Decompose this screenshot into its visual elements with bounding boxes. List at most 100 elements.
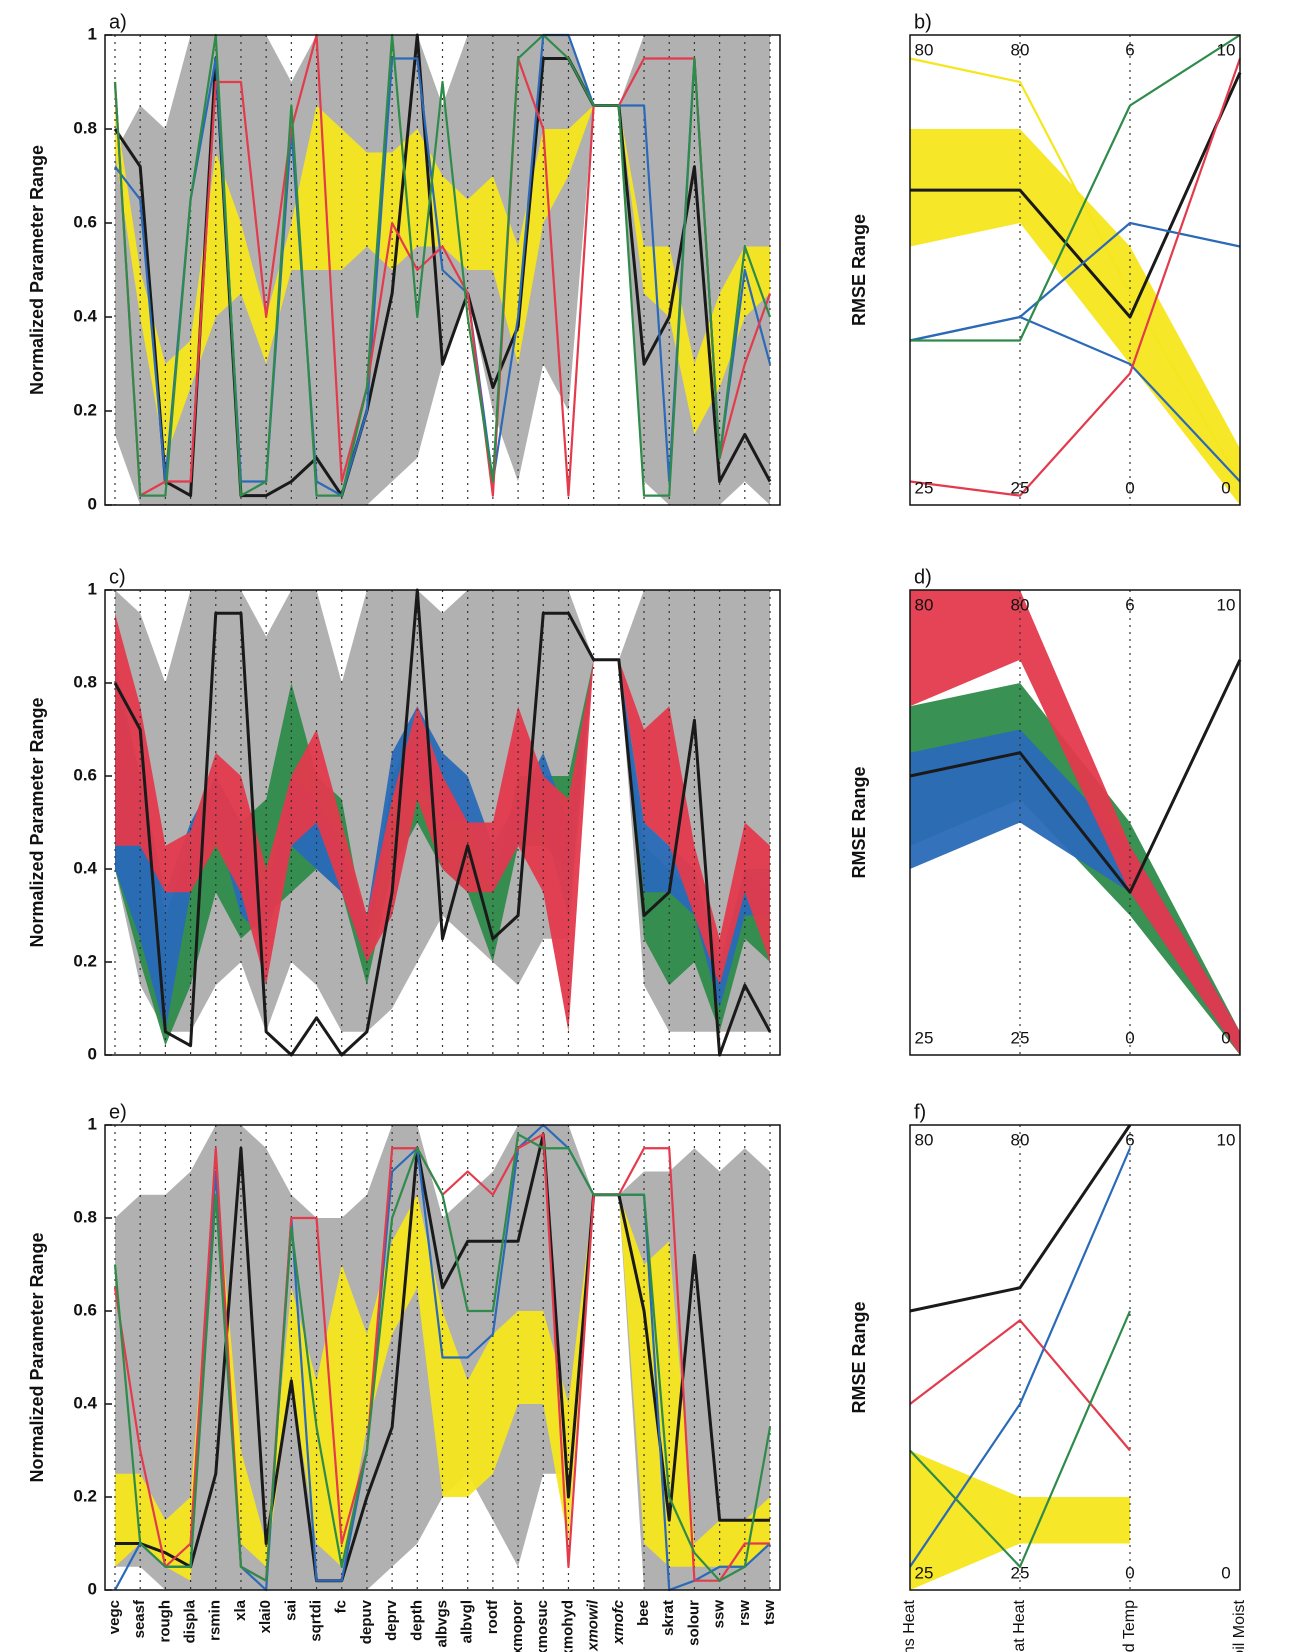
bottom-range-label: 25 [1011, 1563, 1030, 1582]
x-tick-label: rough [156, 1600, 173, 1643]
panel-c: c) 0 0.2 0.4 0.6 0.8 1 [73, 566, 781, 1063]
x-tick-label: xmosuc [534, 1600, 551, 1652]
y-tick-label: 0.8 [73, 672, 97, 691]
series-line-red [909, 58, 1242, 497]
series-line-green [910, 34, 1241, 342]
series-line-black [910, 71, 1242, 319]
series-line-red [113, 33, 772, 497]
x-tick-label: Sens Heat [901, 1599, 918, 1652]
plot-frame [104, 589, 781, 1056]
y-tick-label: 0 [88, 494, 97, 513]
top-range-label: 80 [1011, 40, 1030, 59]
x-tick-label: xmowil [585, 1599, 602, 1652]
panel-b: b) 80 80 6 10 25 25 0 0 [909, 11, 1242, 506]
top-range-label: 80 [915, 595, 934, 614]
x-tick-label: ssw [711, 1600, 728, 1629]
x-tick-label: rootf [484, 1599, 501, 1634]
x-tick-label: sqrtdi [308, 1600, 325, 1642]
panel-label: b) [914, 11, 932, 33]
x-tick-label: seasf [131, 1599, 148, 1638]
bottom-range-label: 25 [1011, 478, 1030, 497]
series-line-black [909, 1124, 1132, 1313]
x-tick-label: Grnd Temp [1121, 1600, 1138, 1652]
plot-frame [909, 589, 1241, 1056]
y-tick-label: 1 [88, 24, 97, 43]
x-tick-label: skrat [660, 1600, 677, 1636]
y-axis-label: RMSE Range [849, 214, 869, 326]
x-tick-label: depuv [358, 1599, 375, 1644]
x-tick-label: displa [182, 1599, 199, 1643]
plot-frame [909, 34, 1241, 506]
y-tick-label: 0.6 [73, 212, 97, 231]
panel-label: c) [109, 566, 126, 588]
bottom-range-label: 25 [915, 1028, 934, 1047]
panel-d: d) 80 80 6 10 25 25 0 0 [909, 566, 1242, 1056]
top-range-label: 80 [1011, 1130, 1030, 1149]
series-line-red [909, 1319, 1131, 1452]
panel-a: a) 0 0.2 0.4 0.6 0.8 1 [73, 11, 781, 513]
panel-label: a) [109, 11, 127, 33]
y-tick-label: 0.8 [73, 1207, 97, 1226]
x-tick-label: deprv [383, 1599, 400, 1641]
yellow-band [910, 129, 1240, 505]
y-axis-label: RMSE Range [849, 1301, 869, 1413]
x-tick-label: bee [635, 1600, 652, 1626]
panel-label: d) [914, 566, 932, 588]
x-tick-label: rsw [736, 1600, 753, 1626]
y-axis-label: Normalized Parameter Range [27, 145, 47, 395]
x-tick-label: tsw [761, 1600, 778, 1625]
bottom-range-label: 0 [1221, 1563, 1230, 1582]
y-tick-label: 0.2 [73, 1486, 97, 1505]
y-tick-label: 0.6 [73, 765, 97, 784]
bottom-range-label: 0 [1221, 1028, 1230, 1047]
bottom-range-label: 25 [915, 478, 934, 497]
y-axis-label: RMSE Range [849, 766, 869, 878]
top-range-label: 10 [1217, 1130, 1236, 1149]
top-range-label: 80 [915, 1130, 934, 1149]
series-line-blue [909, 315, 1241, 483]
panel-label: f) [914, 1101, 926, 1123]
y-tick-label: 1 [88, 1114, 97, 1133]
bottom-range-label: 0 [1125, 1563, 1134, 1582]
panel-e: e) 0 0.2 0.4 0.6 0.8 1 [73, 1101, 781, 1598]
series-line-black [909, 659, 1242, 894]
top-range-label: 6 [1125, 595, 1134, 614]
x-tick-label: vegc [106, 1600, 123, 1634]
top-range-label: 80 [915, 40, 934, 59]
panel-label: e) [109, 1101, 127, 1123]
y-tick-label: 0 [88, 1579, 97, 1598]
y-tick-label: 0 [88, 1044, 97, 1063]
x-tick-label: xlai0 [257, 1600, 274, 1633]
x-tick-label: solour [685, 1600, 702, 1646]
y-tick-label: 0.2 [73, 951, 97, 970]
y-axis-label: Normalized Parameter Range [27, 697, 47, 947]
y-tick-label: 0.8 [73, 118, 97, 137]
x-tick-label: Soil Moist [1231, 1599, 1248, 1652]
bottom-range-label: 0 [1125, 478, 1134, 497]
x-tick-label: Lat Heat [1011, 1599, 1028, 1652]
x-tick-label: rsmin [207, 1600, 224, 1641]
top-range-label: 10 [1217, 595, 1236, 614]
bottom-range-label: 0 [1125, 1028, 1134, 1047]
top-range-label: 10 [1217, 40, 1236, 59]
y-tick-label: 0.4 [73, 1393, 97, 1412]
series-line-green [909, 1310, 1132, 1568]
y-tick-label: 1 [88, 579, 97, 598]
x-tick-label: sai [282, 1600, 299, 1621]
y-tick-label: 0.4 [73, 858, 97, 877]
x-tick-label: depth [408, 1600, 425, 1641]
x-tick-label: xla [232, 1599, 249, 1621]
y-tick-label: 0.4 [73, 306, 97, 325]
x-tick-label: albvgs [433, 1600, 450, 1648]
plot-frame [104, 34, 781, 506]
y-tick-label: 0.2 [73, 400, 97, 419]
panel-f: f) 80 80 6 10 25 25 0 0 [909, 1101, 1241, 1591]
x-tick-label: albvgl [459, 1600, 476, 1643]
top-range-label: 6 [1125, 40, 1134, 59]
series-line-green [113, 1133, 772, 1582]
series-line-blue [909, 1147, 1132, 1568]
blue-band [910, 729, 1240, 1055]
top-range-label: 80 [1011, 595, 1030, 614]
top-range-label: 6 [1125, 1130, 1134, 1149]
bottom-range-label: 25 [1011, 1028, 1030, 1047]
